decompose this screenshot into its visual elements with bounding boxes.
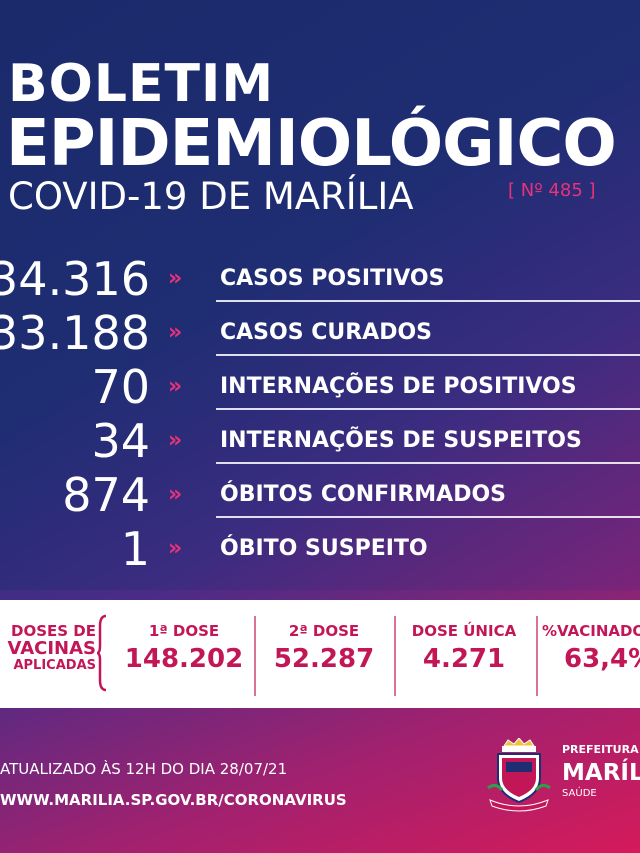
double-chevron-icon: » <box>168 266 182 291</box>
stat-value: 34.316 <box>0 252 150 306</box>
second-dose: 2ª DOSE 52.287 <box>258 622 390 674</box>
divider <box>216 354 640 356</box>
updated-timestamp: ATUALIZADO ÀS 12H DO DIA 28/07/21 <box>0 760 288 778</box>
title-covid-marilia: COVID-19 DE MARÍLIA <box>8 175 414 218</box>
stat-row-cured-cases: 33.188 » CASOS CURADOS <box>0 308 640 360</box>
vaccine-intro-line2: VACINAS <box>7 637 96 659</box>
first-dose-label: 1ª DOSE <box>148 622 220 640</box>
stat-value: 33.188 <box>0 306 150 360</box>
stat-label: CASOS CURADOS <box>220 320 433 345</box>
second-dose-label: 2ª DOSE <box>288 622 360 640</box>
stat-value: 70 <box>91 360 150 414</box>
vaccinated-percent: %VACINADOS 63,4% <box>542 622 640 674</box>
single-dose-label: DOSE ÚNICA <box>411 622 517 640</box>
website-domain: WWW.MARILIA.SP.GOV.BR/ <box>0 791 224 809</box>
title-boletim: BOLETIM <box>8 54 275 114</box>
stat-row-positive-hospitalizations: 70 » INTERNAÇÕES DE POSITIVOS <box>0 362 640 414</box>
title-epidemiologico: EPIDEMIOLÓGICO <box>6 107 617 181</box>
double-chevron-icon: » <box>168 536 182 561</box>
vaccinated-percent-value: 63,4% <box>564 644 640 674</box>
curly-brace-icon <box>96 614 107 692</box>
double-chevron-icon: » <box>168 374 182 399</box>
website-link[interactable]: WWW.MARILIA.SP.GOV.BR/CORONAVIRUS <box>0 791 347 809</box>
stat-label: CASOS POSITIVOS <box>220 266 445 291</box>
city-coat-of-arms-icon <box>487 738 551 812</box>
divider <box>216 300 640 302</box>
edition-number: [ Nº 485 ] <box>508 180 596 201</box>
stat-label: ÓBITOS CONFIRMADOS <box>220 482 507 507</box>
header-background <box>0 0 640 590</box>
divider <box>216 462 640 464</box>
stat-label: INTERNAÇÕES DE SUSPEITOS <box>220 428 582 453</box>
stat-row-suspect-death: 1 » ÓBITO SUSPEITO <box>0 524 640 576</box>
divider <box>394 616 396 696</box>
prefeitura-label: PREFEITURA <box>562 743 639 756</box>
single-dose: DOSE ÚNICA 4.271 <box>398 622 530 674</box>
city-name: MARÍLIA <box>562 760 640 786</box>
vaccine-intro-line3: APLICADAS <box>13 657 96 673</box>
double-chevron-icon: » <box>168 428 182 453</box>
first-dose: 1ª DOSE 148.202 <box>118 622 250 674</box>
single-dose-value: 4.271 <box>422 644 506 674</box>
stat-value: 34 <box>91 414 150 468</box>
vaccine-intro: DOSES DE VACINAS APLICADAS <box>0 622 96 673</box>
first-dose-value: 148.202 <box>124 644 244 674</box>
double-chevron-icon: » <box>168 320 182 345</box>
divider <box>254 616 256 696</box>
divider <box>216 516 640 518</box>
stat-row-positive-cases: 34.316 » CASOS POSITIVOS <box>0 254 640 306</box>
second-dose-value: 52.287 <box>273 644 375 674</box>
vaccine-intro-line1: DOSES DE <box>11 622 96 640</box>
divider <box>216 408 640 410</box>
stat-label: ÓBITO SUSPEITO <box>220 536 428 561</box>
stat-value: 874 <box>62 468 150 522</box>
stat-label: INTERNAÇÕES DE POSITIVOS <box>220 374 577 399</box>
stat-row-suspect-hospitalizations: 34 » INTERNAÇÕES DE SUSPEITOS <box>0 416 640 468</box>
double-chevron-icon: » <box>168 482 182 507</box>
stat-value: 1 <box>120 522 150 576</box>
department-name: SAÚDE <box>562 788 597 799</box>
vaccine-panel: DOSES DE VACINAS APLICADAS 1ª DOSE 148.2… <box>0 600 640 708</box>
stat-row-confirmed-deaths: 874 » ÓBITOS CONFIRMADOS <box>0 470 640 522</box>
vaccinated-percent-label: %VACINADOS <box>542 622 640 640</box>
divider <box>536 616 538 696</box>
website-path: CORONAVIRUS <box>223 791 347 809</box>
